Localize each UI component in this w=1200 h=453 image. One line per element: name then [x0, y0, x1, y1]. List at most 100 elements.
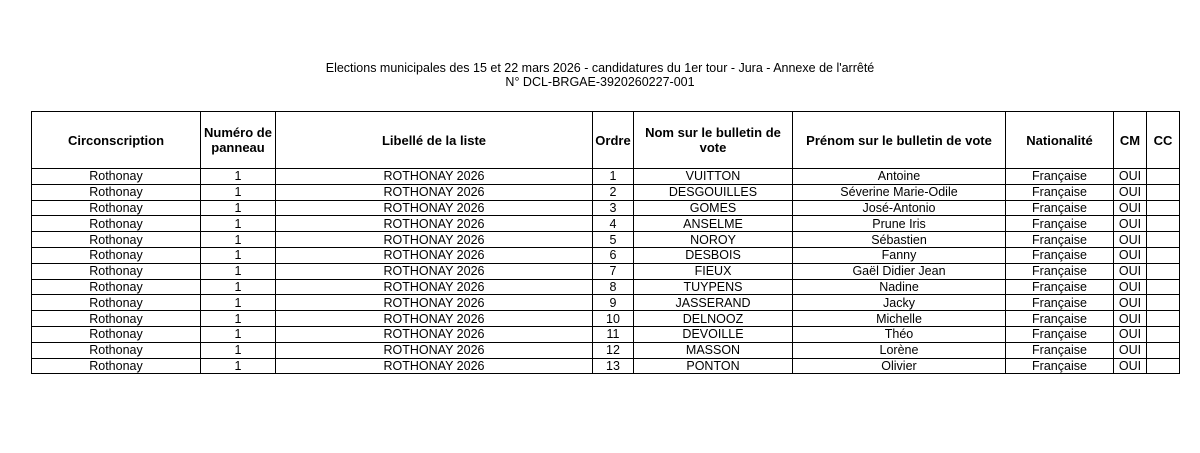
- cell-libelle-liste: ROTHONAY 2026: [275, 357, 593, 375]
- cell-nom: FIEUX: [633, 262, 793, 280]
- cell-circonscription: Rothonay: [31, 168, 201, 185]
- cell-nom: DELNOOZ: [633, 310, 793, 327]
- cell-cc: [1146, 183, 1180, 201]
- cell-numero-panneau: 1: [200, 357, 276, 375]
- cell-prenom: Olivier: [792, 357, 1006, 375]
- cell-nationalite: Française: [1005, 341, 1114, 359]
- cell-libelle-liste: ROTHONAY 2026: [275, 246, 593, 264]
- cell-cm: OUI: [1113, 325, 1147, 343]
- cell-nationalite: Française: [1005, 294, 1114, 312]
- table-row: Rothonay 1 ROTHONAY 2026 11 DEVOILLE Théo Fran…: [31, 325, 1180, 343]
- table-row: Rothonay 1 ROTHONAY 2026 6 DESBOIS Fanny Franç…: [31, 246, 1180, 264]
- cell-numero-panneau: 1: [200, 325, 276, 343]
- cell-numero-panneau: 1: [200, 246, 276, 264]
- cell-circonscription: Rothonay: [31, 325, 201, 343]
- cell-nom: DESBOIS: [633, 246, 793, 264]
- cell-circonscription: Rothonay: [31, 310, 201, 327]
- cell-circonscription: Rothonay: [31, 215, 201, 233]
- column-header-cc: CC: [1146, 111, 1180, 169]
- document-title: Elections municipales des 15 et 22 mars …: [325, 61, 875, 75]
- cell-libelle-liste: ROTHONAY 2026: [275, 231, 593, 248]
- cell-nationalite: Française: [1005, 278, 1114, 296]
- column-header-prenom: Prénom sur le bulletin de vote: [792, 111, 1006, 169]
- cell-prenom: Jacky: [792, 294, 1006, 312]
- cell-nom: JASSERAND: [633, 294, 793, 312]
- cell-prenom: Lorène: [792, 341, 1006, 359]
- cell-numero-panneau: 1: [200, 310, 276, 327]
- column-header-ordre: Ordre: [592, 111, 634, 169]
- cell-nom: DESGOUILLES: [633, 183, 793, 201]
- cell-nationalite: Française: [1005, 199, 1114, 217]
- candidates-table: Circonscription Numéro de panneau Libellé …: [31, 111, 1180, 375]
- cell-cc: [1146, 215, 1180, 233]
- cell-ordre: 3: [592, 199, 634, 217]
- cell-ordre: 4: [592, 215, 634, 233]
- cell-nationalite: Française: [1005, 168, 1114, 185]
- cell-prenom: Fanny: [792, 246, 1006, 264]
- cell-cm: OUI: [1113, 294, 1147, 312]
- table-row: Rothonay 1 ROTHONAY 2026 5 NOROY Sébastien Fra…: [31, 231, 1180, 248]
- cell-nationalite: Française: [1005, 183, 1114, 201]
- cell-cc: [1146, 231, 1180, 248]
- cell-cc: [1146, 262, 1180, 280]
- cell-cc: [1146, 199, 1180, 217]
- table-row: Rothonay 1 ROTHONAY 2026 7 FIEUX Gaël Didier …: [31, 262, 1180, 280]
- cell-ordre: 6: [592, 246, 634, 264]
- cell-cc: [1146, 246, 1180, 264]
- cell-cc: [1146, 168, 1180, 185]
- decree-number: N° DCL-BRGAE-3920260227-001: [505, 75, 695, 89]
- cell-cm: OUI: [1113, 246, 1147, 264]
- cell-nationalite: Française: [1005, 325, 1114, 343]
- cell-cm: OUI: [1113, 231, 1147, 248]
- cell-libelle-liste: ROTHONAY 2026: [275, 183, 593, 201]
- cell-nom: MASSON: [633, 341, 793, 359]
- cell-prenom: Séverine Marie-Odile: [792, 183, 1006, 201]
- cell-nom: GOMES: [633, 199, 793, 217]
- cell-numero-panneau: 1: [200, 341, 276, 359]
- cell-prenom: José-Antonio: [792, 199, 1006, 217]
- cell-cm: OUI: [1113, 310, 1147, 327]
- cell-libelle-liste: ROTHONAY 2026: [275, 262, 593, 280]
- cell-nationalite: Française: [1005, 310, 1114, 327]
- cell-circonscription: Rothonay: [31, 278, 201, 296]
- cell-nom: TUYPENS: [633, 278, 793, 296]
- cell-ordre: 8: [592, 278, 634, 296]
- cell-ordre: 7: [592, 262, 634, 280]
- cell-circonscription: Rothonay: [31, 199, 201, 217]
- cell-nom: DEVOILLE: [633, 325, 793, 343]
- cell-circonscription: Rothonay: [31, 294, 201, 312]
- cell-cc: [1146, 310, 1180, 327]
- table-row: Rothonay 1 ROTHONAY 2026 10 DELNOOZ Michelle F…: [31, 310, 1180, 327]
- cell-cm: OUI: [1113, 168, 1147, 185]
- cell-cc: [1146, 341, 1180, 359]
- cell-circonscription: Rothonay: [31, 183, 201, 201]
- column-header-circonscription: Circonscription: [31, 111, 201, 169]
- table-row: Rothonay 1 ROTHONAY 2026 12 MASSON Lorène Fran…: [31, 341, 1180, 359]
- cell-ordre: 13: [592, 357, 634, 375]
- cell-circonscription: Rothonay: [31, 231, 201, 248]
- cell-cm: OUI: [1113, 199, 1147, 217]
- table-row: Rothonay 1 ROTHONAY 2026 13 PONTON Olivier Fra…: [31, 357, 1180, 375]
- column-header-nationalite: Nationalité: [1005, 111, 1114, 169]
- cell-libelle-liste: ROTHONAY 2026: [275, 341, 593, 359]
- cell-circonscription: Rothonay: [31, 341, 201, 359]
- cell-prenom: Prune Iris: [792, 215, 1006, 233]
- cell-prenom: Théo: [792, 325, 1006, 343]
- cell-ordre: 9: [592, 294, 634, 312]
- cell-cm: OUI: [1113, 341, 1147, 359]
- cell-prenom: Sébastien: [792, 231, 1006, 248]
- cell-circonscription: Rothonay: [31, 357, 201, 375]
- cell-nationalite: Française: [1005, 231, 1114, 248]
- cell-cm: OUI: [1113, 183, 1147, 201]
- cell-nationalite: Française: [1005, 246, 1114, 264]
- cell-ordre: 10: [592, 310, 634, 327]
- cell-cc: [1146, 294, 1180, 312]
- cell-libelle-liste: ROTHONAY 2026: [275, 215, 593, 233]
- cell-libelle-liste: ROTHONAY 2026: [275, 168, 593, 185]
- header-row: Circonscription Numéro de panneau Libellé …: [31, 111, 1180, 169]
- column-header-cm: CM: [1113, 111, 1147, 169]
- cell-cc: [1146, 278, 1180, 296]
- cell-ordre: 1: [592, 168, 634, 185]
- cell-libelle-liste: ROTHONAY 2026: [275, 310, 593, 327]
- cell-numero-panneau: 1: [200, 215, 276, 233]
